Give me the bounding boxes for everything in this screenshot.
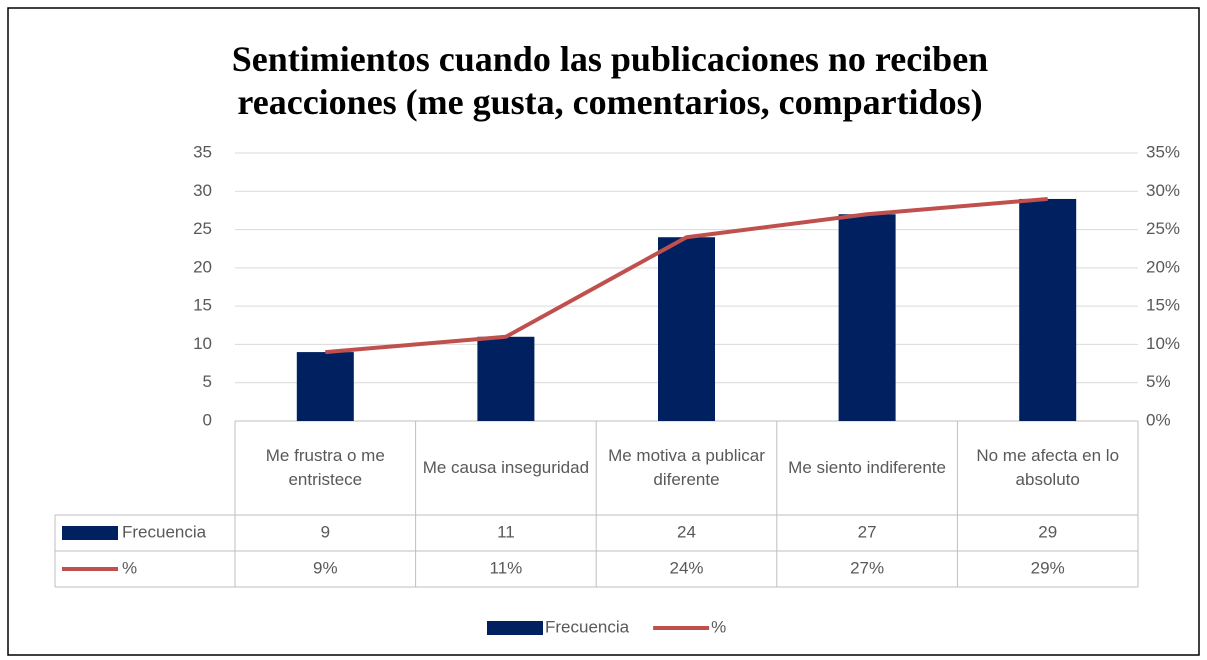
y2-tick-label: 15% <box>1146 296 1180 315</box>
legend-key <box>62 526 118 540</box>
y-tick-label: 5 <box>203 372 212 391</box>
bar <box>838 214 896 421</box>
y2-tick-label: 0% <box>1146 410 1171 429</box>
table-value: 24% <box>669 558 703 577</box>
legend-key <box>487 621 543 635</box>
chart-border <box>7 7 1200 656</box>
x-tick-label-box: Me siento indiferente <box>788 458 946 477</box>
table-value: 29% <box>1031 558 1065 577</box>
table-value: 24 <box>677 522 696 541</box>
x-tick-label: Me motiva a publicar diferente <box>608 446 765 489</box>
y-tick-label: 20 <box>193 257 212 276</box>
y2-tick-label: 25% <box>1146 219 1180 238</box>
y2-tick-label: 30% <box>1146 181 1180 200</box>
chart-title: Sentimientos cuando las publicaciones no… <box>231 39 989 122</box>
x-tick-label-box: No me afecta en lo absoluto <box>976 446 1120 489</box>
table-value: 9 <box>321 522 330 541</box>
y-tick-label: 25 <box>193 219 212 238</box>
line <box>325 196 1048 355</box>
table-row-header: Frecuencia <box>122 522 207 541</box>
x-tick-label: Me causa inseguridad <box>422 458 590 477</box>
x-tick-label: No me afecta en lo absoluto <box>976 446 1120 489</box>
table-value: 27% <box>850 558 884 577</box>
table-value: 27 <box>858 522 877 541</box>
table-value: 29 <box>1038 522 1057 541</box>
table-value: 9% <box>313 558 338 577</box>
x-tick-label: Me siento indiferente <box>788 458 946 477</box>
table-value: 11% <box>490 558 523 577</box>
x-tick-label: Me frustra o me entristece <box>265 446 385 489</box>
legend-label: Frecuencia <box>545 617 630 636</box>
y2-tick-label: 10% <box>1146 334 1180 353</box>
x-tick-label-box: Me motiva a publicar diferente <box>608 446 765 489</box>
y-tick-label: 10 <box>193 334 212 353</box>
bar <box>1019 198 1077 421</box>
bar <box>658 237 715 421</box>
y2-tick-label: 20% <box>1146 257 1180 276</box>
legend-label: % <box>711 617 726 636</box>
y-tick-label: 35 <box>193 142 212 161</box>
y2-tick-label: 5% <box>1146 372 1171 391</box>
table-row-header: % <box>122 558 137 577</box>
table-value: 11 <box>497 522 515 541</box>
bar <box>296 352 354 421</box>
x-tick-label-box: Me causa inseguridad <box>422 458 590 477</box>
title-box: Sentimientos cuando las publicaciones no… <box>231 39 989 122</box>
y-tick-label: 15 <box>193 296 212 315</box>
y2-tick-label: 35% <box>1146 142 1180 161</box>
bar <box>477 336 535 421</box>
y-tick-label: 30 <box>193 181 212 200</box>
x-tick-label-box: Me frustra o me entristece <box>265 446 385 489</box>
y-tick-label: 0 <box>203 410 212 429</box>
